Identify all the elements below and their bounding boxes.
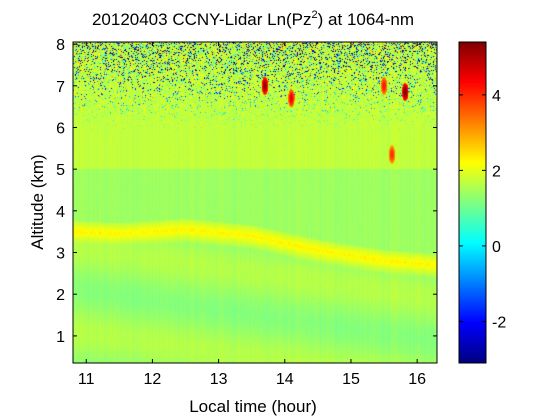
y-tick-label: 1 bbox=[56, 329, 65, 346]
x-tick-label: 16 bbox=[408, 371, 426, 388]
plot-frame bbox=[72, 41, 438, 364]
colorbar-tick-label: 2 bbox=[492, 163, 501, 180]
y-tick-label: 5 bbox=[56, 162, 65, 179]
x-axis-ticks: 11 12 13 14 15 16 bbox=[78, 42, 426, 388]
colorbar-tick-label: 0 bbox=[492, 239, 501, 256]
lidar-heatmap bbox=[73, 42, 437, 363]
colorbar-tick-label: 4 bbox=[492, 88, 501, 105]
colorbar: -2 0 2 4 bbox=[458, 41, 506, 364]
chart-title-main: 20120403 CCNY-Lidar Ln(Pz bbox=[92, 10, 312, 29]
colorbar-gradient bbox=[459, 42, 486, 363]
colorbar-tick-label: -2 bbox=[492, 314, 506, 331]
y-tick-label: 4 bbox=[56, 204, 65, 221]
x-axis-label: Local time (hour) bbox=[189, 397, 317, 416]
y-axis-label: Altitude (km) bbox=[28, 154, 47, 249]
x-tick-label: 13 bbox=[210, 371, 228, 388]
y-tick-label: 2 bbox=[56, 287, 65, 304]
y-axis-ticks: 1 2 3 4 5 6 7 8 bbox=[56, 37, 437, 346]
x-tick-label: 11 bbox=[78, 371, 95, 388]
x-tick-label: 12 bbox=[144, 371, 162, 388]
x-tick-label: 14 bbox=[276, 371, 294, 388]
chart-title: 20120403 CCNY-Lidar Ln(Pz2) at 1064-nm bbox=[92, 9, 414, 29]
colorbar-ticks: -2 0 2 4 bbox=[459, 88, 506, 331]
chart-title-end: ) at 1064-nm bbox=[318, 10, 414, 29]
colorbar-frame bbox=[458, 41, 487, 364]
y-tick-label: 6 bbox=[56, 120, 65, 137]
y-tick-label: 8 bbox=[56, 37, 65, 54]
y-tick-label: 7 bbox=[56, 79, 65, 96]
y-tick-label: 3 bbox=[56, 246, 65, 263]
chart-title-superscript: 2 bbox=[312, 9, 318, 21]
x-tick-label: 15 bbox=[342, 371, 360, 388]
